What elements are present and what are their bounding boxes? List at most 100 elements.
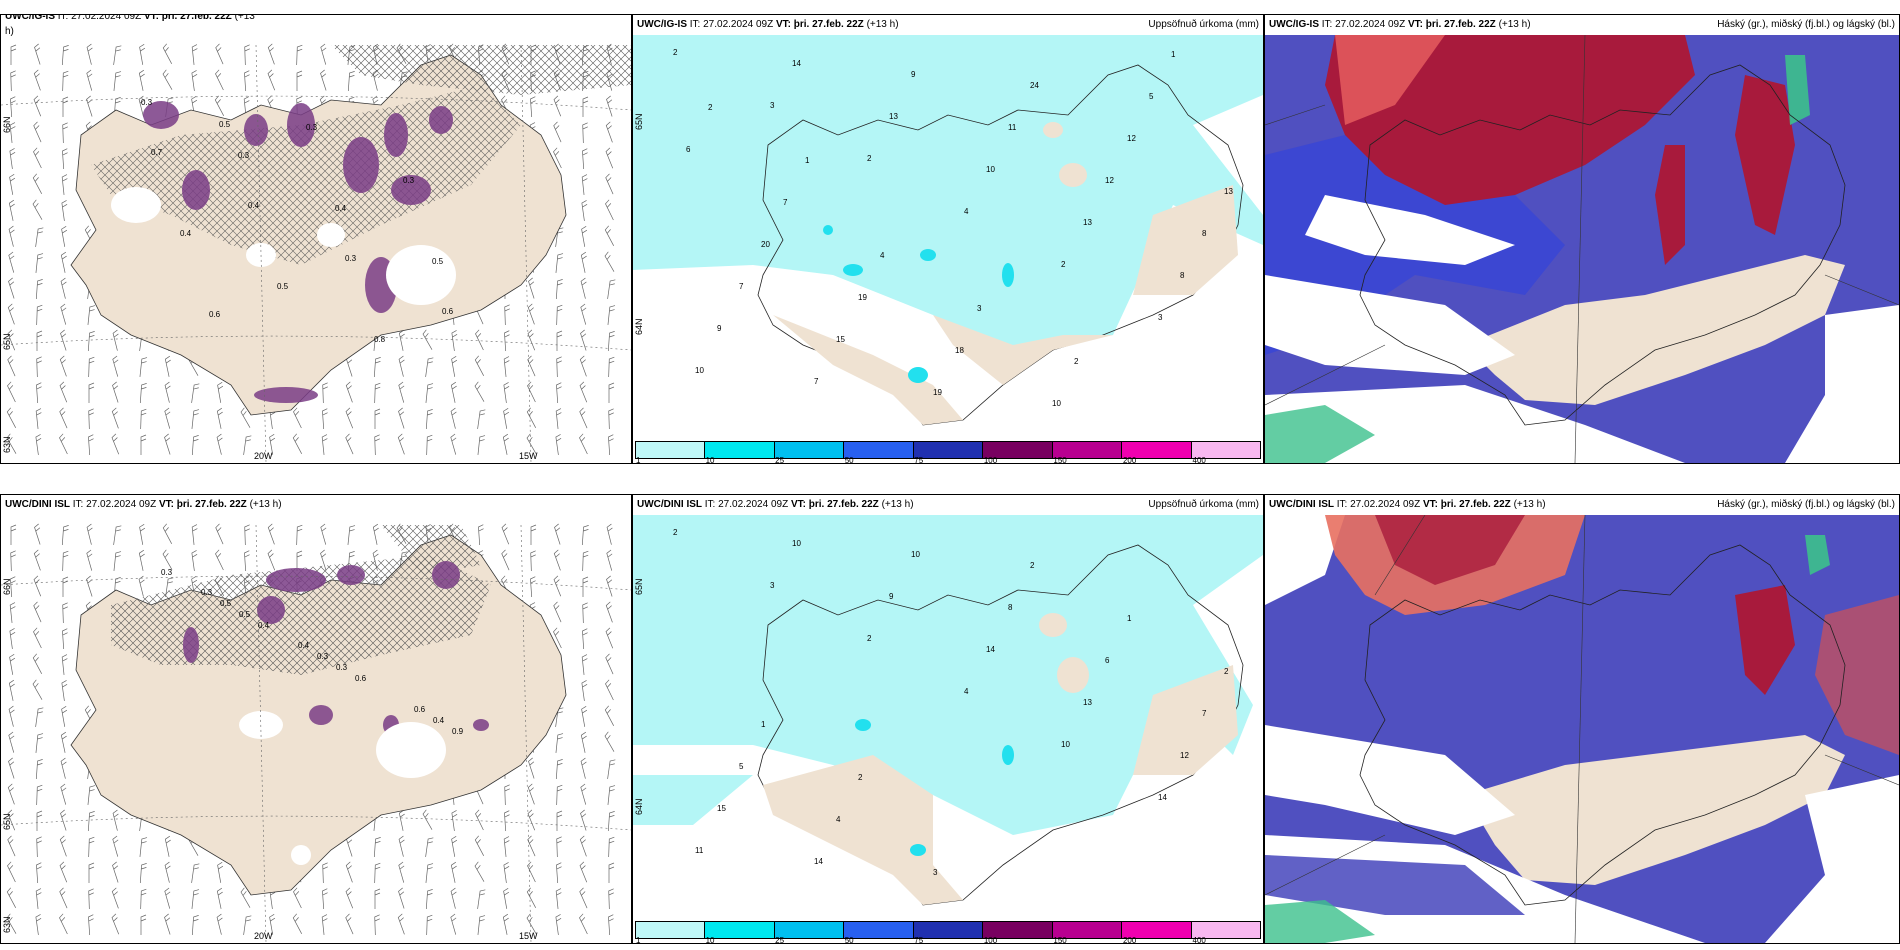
value-label: 4 (964, 687, 969, 696)
value-label: 10 (792, 539, 801, 548)
wind-barb (33, 121, 42, 143)
wind-barb (9, 122, 16, 143)
iceland-coast (1359, 544, 1846, 906)
wind-barb (7, 303, 15, 325)
wind-barb (62, 576, 69, 597)
wind-barb (61, 200, 68, 221)
wind-barb (61, 45, 69, 66)
wind-barb (34, 43, 41, 65)
value-label: 0.4 (433, 716, 445, 725)
map-top-mid: 2324231014131013897911128715192412132019… (633, 35, 1263, 426)
wind-barb (606, 549, 613, 571)
wind-barb (59, 355, 67, 377)
value-label: 3 (770, 581, 775, 590)
value-label: 8 (1202, 229, 1207, 238)
wind-barb (8, 705, 15, 727)
wind-barb (164, 887, 171, 909)
wind-barb (296, 524, 303, 546)
wind-barb (605, 601, 613, 623)
wind-barb (62, 122, 68, 144)
wind-barb (582, 550, 589, 572)
value-label: 10 (986, 165, 995, 174)
lon-label: 15W (519, 931, 538, 941)
value-label: 24 (1030, 81, 1039, 90)
wind-barb (59, 381, 68, 403)
wind-barb (605, 627, 614, 649)
wind-barb (347, 525, 356, 545)
wind-barb (526, 887, 537, 908)
wind-barb (88, 836, 95, 858)
wind-barb (35, 253, 44, 273)
green-low-cloud (1785, 55, 1810, 125)
value-label: 12 (1127, 134, 1136, 143)
wind-barb (398, 835, 405, 857)
value-label: 0.3 (306, 123, 318, 132)
wind-barb (555, 733, 564, 753)
wind-barb (450, 407, 457, 429)
wind-barb (374, 914, 380, 936)
colorbar-tick-label: 25 (775, 936, 785, 944)
wind-barb (604, 731, 615, 752)
wind-barb (88, 434, 94, 456)
value-label: 19 (933, 388, 942, 397)
wind-barb (111, 433, 120, 455)
wind-barb (33, 147, 42, 169)
value-label: 0.5 (239, 610, 251, 619)
colorbar-cells (635, 441, 1261, 459)
wind-barb (530, 550, 536, 572)
wind-barb (60, 329, 67, 351)
hatch-north-sea (381, 525, 481, 575)
precip-mid-patches (823, 225, 1014, 383)
wind-barb (605, 679, 614, 701)
wind-barb (322, 408, 328, 430)
value-label: 2 (858, 773, 863, 782)
wind-barb (292, 913, 303, 934)
wind-barb (555, 253, 564, 273)
wind-barb (191, 915, 199, 936)
wind-barb (6, 407, 17, 428)
wind-barb (582, 602, 588, 624)
lat-label: 66N (2, 116, 12, 133)
wind-barb (504, 810, 510, 832)
map-title: Uppsöfnuð úrkoma (mm) (1148, 19, 1259, 30)
wind-barb (322, 862, 328, 884)
colorbar-tick-label: 10 (705, 936, 715, 944)
wind-barb (86, 575, 93, 597)
wind-barb (556, 784, 563, 806)
wind-barb (35, 707, 44, 727)
wind-barb (86, 43, 93, 65)
wind-barb (555, 888, 562, 909)
wind-barb (527, 329, 536, 351)
value-label: 14 (1158, 793, 1167, 802)
value-label: 0.6 (442, 307, 454, 316)
value-label: 0.9 (452, 727, 464, 736)
wind-barb (501, 549, 510, 571)
wind-barb (88, 356, 95, 378)
wind-barb (426, 434, 433, 456)
wind-barb (398, 381, 405, 403)
wind-barb (59, 887, 68, 909)
wind-barb (10, 44, 17, 65)
wind-barb (138, 95, 145, 117)
wind-barb (243, 435, 252, 455)
wind-barb (86, 95, 93, 117)
wind-barb (32, 173, 43, 194)
wind-barb (373, 357, 381, 378)
value-label: 0.4 (298, 641, 310, 650)
wind-barb (164, 407, 171, 429)
panel-top-left-wind-snow: 0.3 0.3 0.4 0.5 0.6 0.3 0.3 0.4 0.5 0.8 0.7 0.4 0.3 0… (0, 14, 632, 464)
wind-barb (215, 523, 224, 545)
wind-barb (475, 329, 484, 351)
lat-label: 63N (2, 916, 12, 933)
precip-light-band (633, 775, 753, 825)
wind-barb (140, 434, 147, 455)
colorbar-tick-label: 200 (1122, 456, 1137, 464)
wind-barb (113, 71, 122, 91)
lat-label: 65N (2, 813, 12, 830)
wind-barb (59, 835, 67, 857)
wind-barb (478, 524, 484, 546)
wind-barb (162, 523, 173, 544)
land-beige-patches (763, 613, 1238, 905)
wind-barb (581, 174, 588, 195)
wind-barb (527, 303, 535, 325)
